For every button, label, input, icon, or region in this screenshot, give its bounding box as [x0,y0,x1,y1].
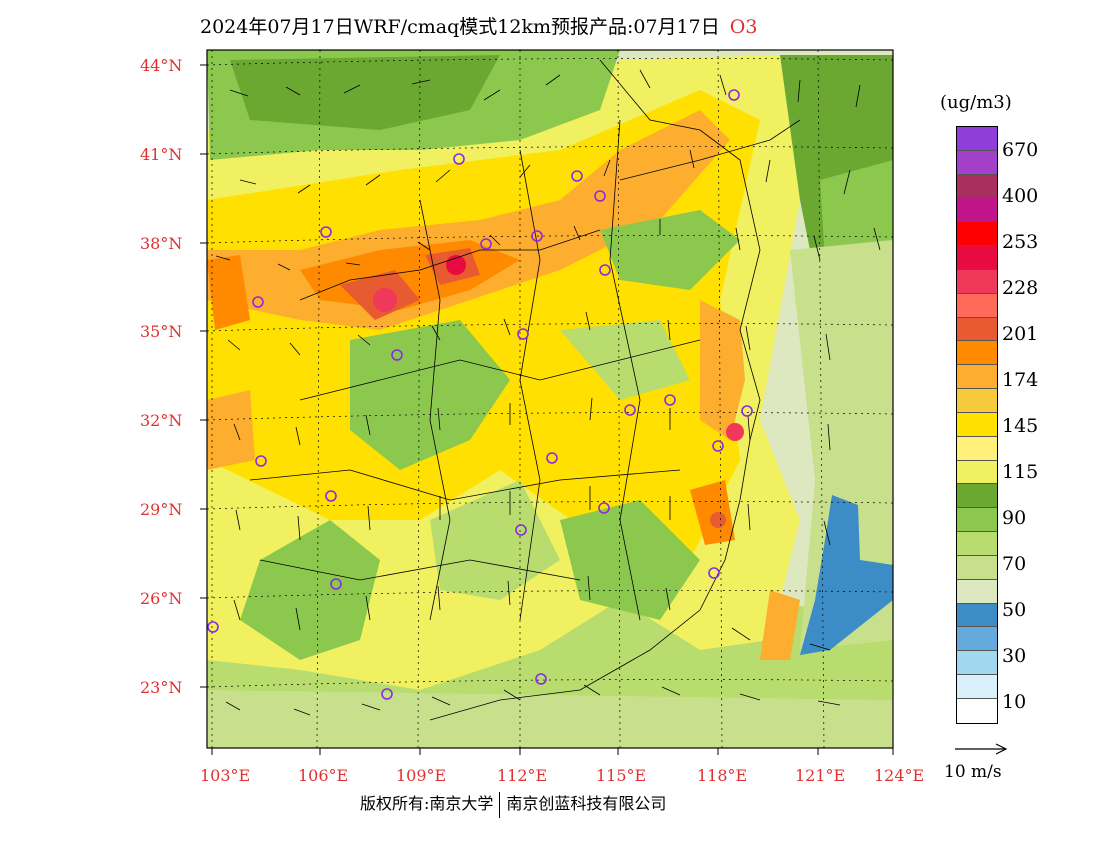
color-bar-segment [957,579,997,604]
color-bar-label: 228 [1002,277,1039,299]
lat-label: 26°N [140,589,183,608]
footer-separator [499,791,501,818]
graticule [206,49,894,749]
station-markers [207,89,753,700]
lon-label: 124°E [874,766,925,785]
color-bar-label: 145 [1002,415,1039,437]
color-bar-segment [957,389,997,413]
color-bar-label: 115 [1002,461,1039,483]
boundary-lines [249,59,801,721]
lat-label: 44°N [140,56,183,75]
lat-label: 32°N [140,411,183,430]
color-bar-segment [957,675,997,699]
color-bar-label: 90 [1002,507,1027,529]
color-bar-label: 70 [1002,553,1027,575]
axis-ticks [200,64,894,755]
color-bar-label: 10 [1002,691,1027,713]
lat-label: 23°N [140,678,183,697]
lon-label: 112°E [497,766,548,785]
color-bar-segment [957,293,997,318]
color-bar-label: 30 [1002,645,1027,667]
color-bar [956,126,998,724]
color-bar-label: 50 [1002,599,1027,621]
color-bar-label: 670 [1002,139,1039,161]
lon-label: 118°E [697,766,748,785]
title-text: 2024年07月17日WRF/cmaq模式12km预报产品:07月17日 [200,16,720,38]
color-bar-label: 174 [1002,369,1039,391]
color-bar-segment [957,198,997,223]
lon-label: 103°E [200,766,251,785]
map-frame [206,49,894,749]
color-bar-segment [957,222,997,247]
color-bar-segment [957,150,997,175]
copyright-left: 版权所有:南京大学 [360,794,494,813]
wind-vectors [215,69,881,716]
legend-units: (ug/m3) [940,92,1012,113]
copyright-footer: 版权所有:南京大学 南京创蓝科技有限公司 [360,790,666,818]
color-bar-segment [957,269,997,294]
color-bar-segment [957,603,997,628]
color-bar-segment [957,174,997,199]
lon-label: 106°E [298,766,349,785]
map-title: 2024年07月17日WRF/cmaq模式12km预报产品:07月17日 O3 [200,12,757,39]
color-bar-segment [957,412,997,437]
color-bar-label: 253 [1002,231,1039,253]
color-bar-segment [957,627,997,652]
color-bar-segment [957,341,997,366]
copyright-right: 南京创蓝科技有限公司 [506,794,667,813]
concentration-field [207,50,893,748]
lat-label: 41°N [140,145,183,164]
color-bar-segment [957,555,997,580]
color-bar-segment [957,651,997,676]
lat-label: 35°N [140,322,183,341]
lon-label: 115°E [596,766,647,785]
color-bar-label: 400 [1002,185,1039,207]
wind-reference-arrow [955,743,1008,755]
color-bar-segment [957,698,997,723]
color-bar-segment [957,246,997,270]
color-bar-segment [957,460,997,485]
color-bar-segment [957,484,997,509]
lat-label: 29°N [140,500,183,519]
color-bar-segment [957,365,997,390]
color-bar-segment [957,317,997,342]
lon-label: 121°E [795,766,846,785]
color-bar-segment [957,127,997,151]
species-label: O3 [729,16,758,38]
color-bar-segment [957,508,997,533]
lon-label: 109°E [396,766,447,785]
color-bar-segment [957,436,997,461]
color-bar-label: 201 [1002,323,1039,345]
wind-reference-label: 10 m/s [944,762,1002,782]
lat-label: 38°N [140,234,183,253]
color-bar-segment [957,532,997,556]
